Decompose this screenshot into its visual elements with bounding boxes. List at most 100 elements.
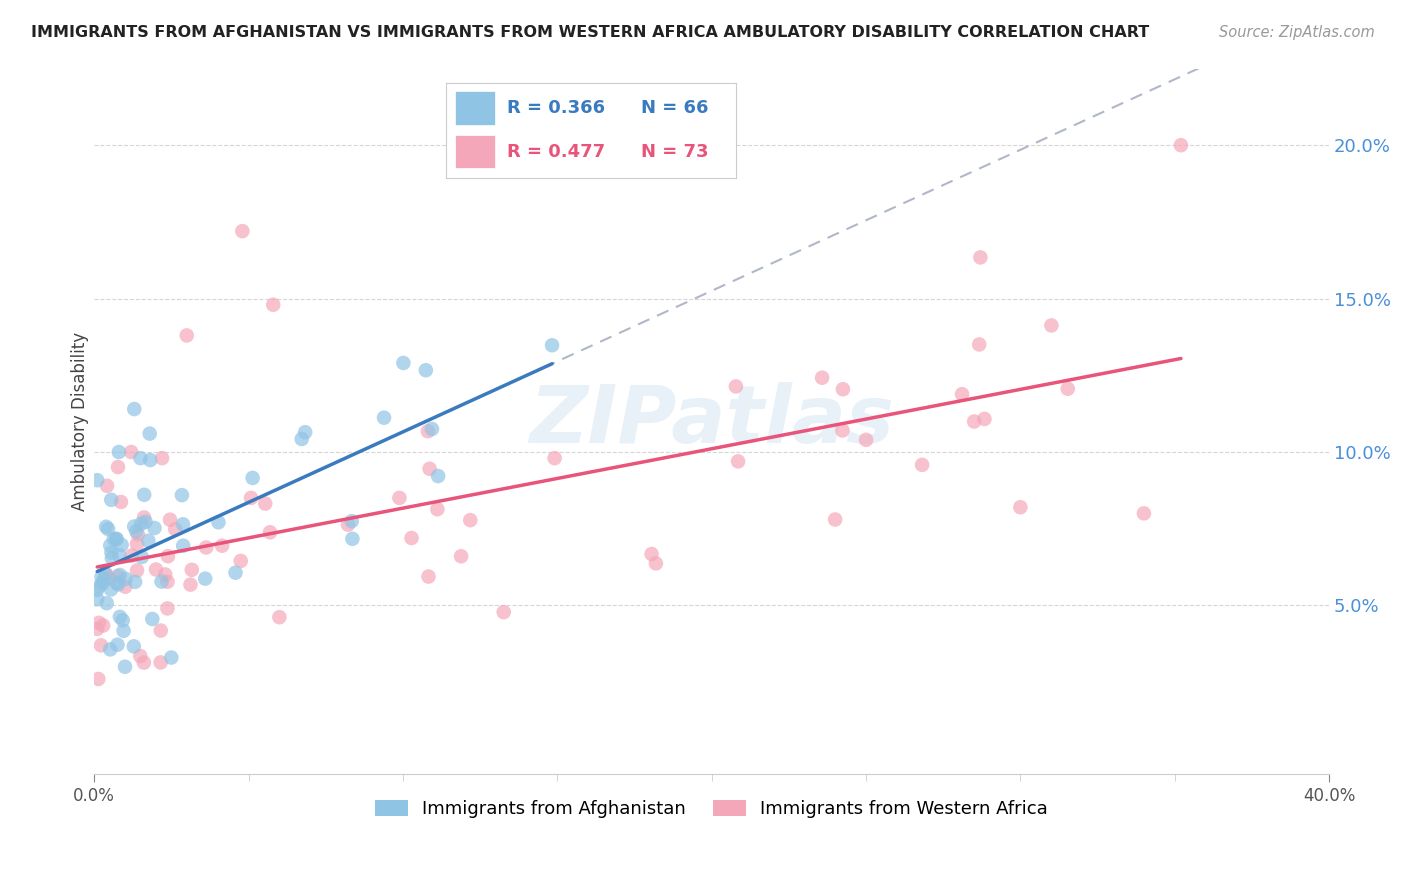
Point [420,422,443,436]
Point [644,557,666,571]
Point [149,656,172,670]
Point [1133,507,1156,521]
Point [143,521,166,535]
Legend: Immigrants from Afghanistan, Immigrants from Western Africa: Immigrants from Afghanistan, Immigrants … [368,792,1054,825]
Point [492,605,515,619]
Point [426,502,449,516]
Point [98,539,121,553]
Point [950,387,973,401]
Point [262,298,284,312]
Point [107,460,129,475]
Point [107,638,129,652]
Point [418,569,440,583]
Point [98,642,121,657]
Point [91,576,114,591]
Point [86,582,108,597]
Point [963,415,986,429]
Point [416,424,439,438]
Point [911,458,934,472]
Point [94,567,117,582]
Point [93,573,115,587]
Point [969,251,991,265]
Point [97,571,120,585]
Point [831,424,853,438]
Point [100,582,122,597]
Point [336,517,359,532]
Point [165,522,187,536]
Point [1056,382,1078,396]
Point [640,547,662,561]
Point [855,433,877,447]
Point [105,576,128,591]
Point [108,548,131,562]
Point [207,516,229,530]
Point [132,656,155,670]
Point [131,549,153,564]
Point [1010,500,1032,515]
Point [229,554,252,568]
Point [110,538,132,552]
Point [211,539,233,553]
Point [259,525,281,540]
Point [114,659,136,673]
Point [225,566,247,580]
Point [150,574,173,589]
Point [107,577,129,591]
Point [159,513,181,527]
Point [427,469,450,483]
Point [155,567,177,582]
Point [541,338,564,352]
Point [122,519,145,533]
Point [145,562,167,576]
Point [129,451,152,466]
Point [415,363,437,377]
Point [100,492,122,507]
Point [90,638,112,652]
Point [94,520,117,534]
Point [240,491,263,505]
Text: Source: ZipAtlas.com: Source: ZipAtlas.com [1219,25,1375,40]
Point [110,495,132,509]
Point [340,514,363,528]
Point [138,426,160,441]
Point [91,618,114,632]
Point [124,574,146,589]
Point [125,564,148,578]
Point [108,610,131,624]
Text: ZIPatlas: ZIPatlas [529,383,894,460]
Point [138,533,160,548]
Point [129,516,152,531]
Point [121,549,143,563]
Point [96,479,118,493]
Point [139,453,162,467]
Point [176,328,198,343]
Point [156,574,179,589]
Point [291,432,314,446]
Point [342,532,364,546]
Point [112,624,135,638]
Point [967,337,990,351]
Point [458,513,481,527]
Point [194,572,217,586]
Point [86,592,108,607]
Point [180,563,202,577]
Point [179,577,201,591]
Point [108,568,131,582]
Point [134,488,156,502]
Point [86,622,108,636]
Point [114,580,136,594]
Point [419,462,441,476]
Point [269,610,291,624]
Point [170,488,193,502]
Point [172,517,194,532]
Point [1040,318,1063,333]
Point [401,531,423,545]
Point [450,549,472,564]
Point [543,451,565,466]
Point [127,527,149,541]
Point [231,224,253,238]
Point [195,541,218,555]
Point [101,551,124,566]
Point [832,382,855,396]
Point [125,537,148,551]
